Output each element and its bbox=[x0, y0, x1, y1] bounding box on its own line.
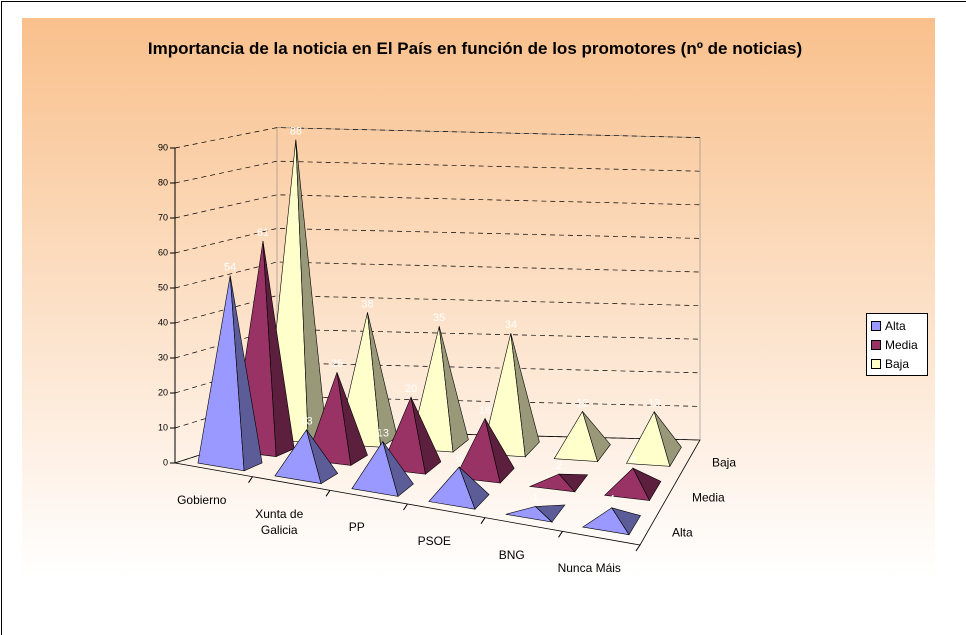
legend: Alta Media Baja bbox=[866, 313, 928, 376]
y-tick-label: 40 bbox=[158, 317, 168, 327]
legend-label: Baja bbox=[885, 356, 910, 371]
pyramid-side bbox=[306, 429, 339, 485]
y-tick-label: 70 bbox=[158, 212, 168, 222]
grid-line bbox=[174, 328, 701, 359]
x-tick-label: Gobierno bbox=[177, 492, 227, 507]
pyramid-side bbox=[262, 241, 295, 458]
pyramid-side bbox=[382, 441, 414, 497]
pyramid-side bbox=[582, 411, 611, 463]
grid-line bbox=[174, 396, 701, 429]
pyramid bbox=[581, 507, 641, 536]
y-tick-label: 10 bbox=[158, 422, 168, 432]
data-label: 35 bbox=[433, 312, 445, 324]
x-tick-label: BNG bbox=[498, 547, 525, 562]
data-label: 25 bbox=[331, 358, 343, 370]
data-label: 54 bbox=[224, 261, 236, 273]
y-tick-label: 90 bbox=[158, 142, 168, 152]
pyramid bbox=[305, 372, 368, 466]
legend-label: Media bbox=[885, 337, 918, 352]
x-tick bbox=[635, 544, 641, 552]
depth-label: Alta bbox=[672, 526, 693, 540]
pyramid bbox=[528, 473, 589, 493]
grid-line bbox=[174, 362, 701, 394]
x-tick bbox=[558, 531, 563, 538]
x-tick-label: PSOE bbox=[417, 533, 451, 548]
data-label: 12 bbox=[576, 397, 588, 409]
x-tick bbox=[480, 517, 486, 524]
legend-swatch bbox=[871, 358, 881, 369]
pyramid bbox=[351, 440, 414, 497]
pyramid-side bbox=[484, 418, 515, 484]
grid-line bbox=[174, 228, 701, 254]
y-tick-label: 60 bbox=[158, 247, 168, 257]
data-label: 9 bbox=[456, 453, 462, 465]
data-label: 1 bbox=[532, 492, 538, 504]
legend-item: Media bbox=[867, 335, 927, 354]
legend-swatch bbox=[871, 320, 881, 331]
depth-label: Media bbox=[692, 491, 725, 505]
grid-line bbox=[174, 295, 701, 324]
x-tick-label: PP bbox=[348, 520, 365, 535]
y-tick-label: 50 bbox=[158, 282, 168, 292]
x-tick-label: Xunta de Galicia bbox=[255, 506, 304, 537]
data-label: 88 bbox=[290, 126, 302, 138]
data-label: 20 bbox=[405, 383, 417, 395]
pyramid-side bbox=[611, 507, 641, 536]
y-tick-label: 30 bbox=[158, 352, 168, 362]
depth-label: Baja bbox=[712, 456, 736, 470]
x-tick bbox=[325, 490, 331, 497]
data-label: 16 bbox=[479, 404, 491, 416]
legend-swatch bbox=[871, 339, 881, 350]
pyramid bbox=[505, 504, 566, 523]
pyramid-side bbox=[336, 372, 368, 466]
pyramid bbox=[553, 410, 611, 463]
pyramid-side bbox=[458, 466, 490, 510]
data-label: 61 bbox=[257, 227, 269, 239]
data-label: 34 bbox=[505, 319, 517, 331]
legend-label: Alta bbox=[885, 318, 906, 333]
pyramid-side bbox=[632, 467, 662, 502]
pyramid bbox=[604, 467, 662, 502]
pyramid bbox=[274, 429, 339, 485]
data-label: 4 bbox=[609, 494, 615, 506]
pyramid-side bbox=[438, 326, 469, 453]
data-label: 2 bbox=[556, 460, 562, 472]
y-tick-label: 0 bbox=[163, 457, 168, 467]
pyramid bbox=[454, 417, 515, 484]
pyramid-side bbox=[653, 411, 682, 468]
legend-item: Alta bbox=[867, 316, 927, 335]
data-label: 13 bbox=[377, 427, 389, 439]
pyramid-side bbox=[229, 275, 263, 472]
pyramid-side bbox=[558, 473, 589, 493]
legend-item: Baja bbox=[867, 354, 927, 373]
pyramid-side bbox=[410, 396, 442, 475]
pyramid bbox=[428, 466, 490, 510]
data-label: 38 bbox=[361, 298, 373, 310]
x-tick-label: Nunca Máis bbox=[557, 561, 621, 576]
x-tick bbox=[403, 503, 408, 511]
chart-title: Importancia de la noticia en El País en … bbox=[147, 39, 803, 58]
pyramid bbox=[197, 275, 263, 472]
data-label: 13 bbox=[648, 398, 660, 410]
pyramid-side bbox=[367, 312, 398, 448]
pyramid-side bbox=[510, 333, 540, 458]
x-tick bbox=[248, 476, 253, 483]
data-label: 13 bbox=[300, 416, 312, 428]
pyramid-side bbox=[534, 504, 566, 523]
y-tick-label: 80 bbox=[158, 177, 168, 187]
pyramid bbox=[626, 410, 682, 468]
data-label: 6 bbox=[630, 454, 636, 466]
y-tick-label: 20 bbox=[158, 387, 168, 397]
grid-line bbox=[174, 429, 701, 464]
grid-line bbox=[174, 261, 701, 289]
